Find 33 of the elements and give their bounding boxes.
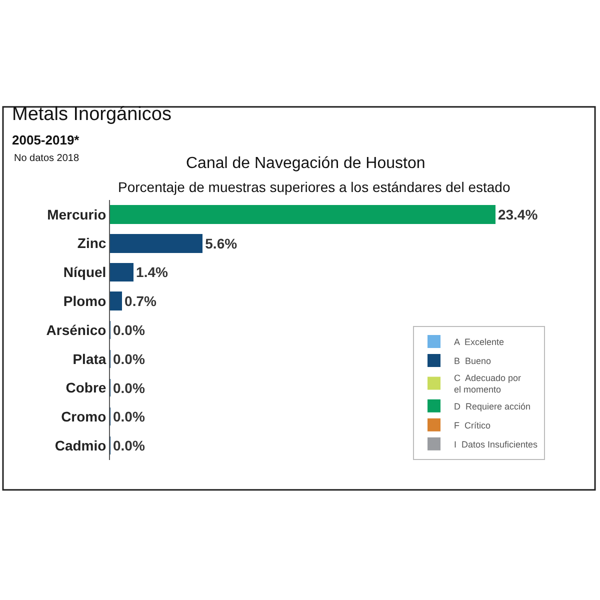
y-tick-label: Arsénico (46, 322, 106, 338)
chart-title: Metals Inorgánicos (12, 104, 172, 125)
y-tick-label: Mercurio (47, 206, 106, 222)
y-tick-label: Plomo (63, 293, 106, 310)
text: Porcentaje de muestras superiores a los estándares del estado (118, 179, 510, 195)
legend-label: I Datos Insuficientes (454, 439, 538, 450)
data-label: 1.4% (136, 264, 168, 280)
bar (110, 292, 122, 311)
y-tick-label: Cromo (61, 408, 106, 425)
y-tick-label: Zinc (77, 235, 106, 252)
legend-label: D Requiere acción (454, 401, 531, 412)
text: No datos 2018 (14, 153, 80, 164)
data-label: 0.0% (113, 408, 146, 425)
legend-label: F Crítico (454, 420, 491, 430)
data-label: 5.6% (205, 235, 238, 252)
data-label: 23.4% (498, 206, 538, 222)
y-tick-label: Plata (72, 350, 106, 367)
y-tick-label: Cobre (66, 380, 106, 396)
data-label: 0.0% (113, 322, 146, 338)
bar (110, 204, 496, 224)
legend-label: C Adecuado por el momento (454, 372, 522, 395)
data-label: 0.7% (124, 293, 157, 310)
y-tick-label: Níquel (63, 264, 106, 280)
bar (110, 234, 203, 253)
legend-label: B Bueno (454, 356, 492, 366)
text: Canal de Navegación de Houston (186, 155, 426, 172)
y-tick-label: Cadmio (54, 437, 106, 454)
chart-subtitle: 2005-2019* (12, 132, 80, 148)
data-label: 0.0% (113, 350, 146, 367)
bar (110, 262, 134, 282)
data-label: 0.0% (113, 380, 146, 396)
data-label: 0.0% (113, 438, 146, 454)
legend-label: A Excelente (454, 337, 504, 348)
